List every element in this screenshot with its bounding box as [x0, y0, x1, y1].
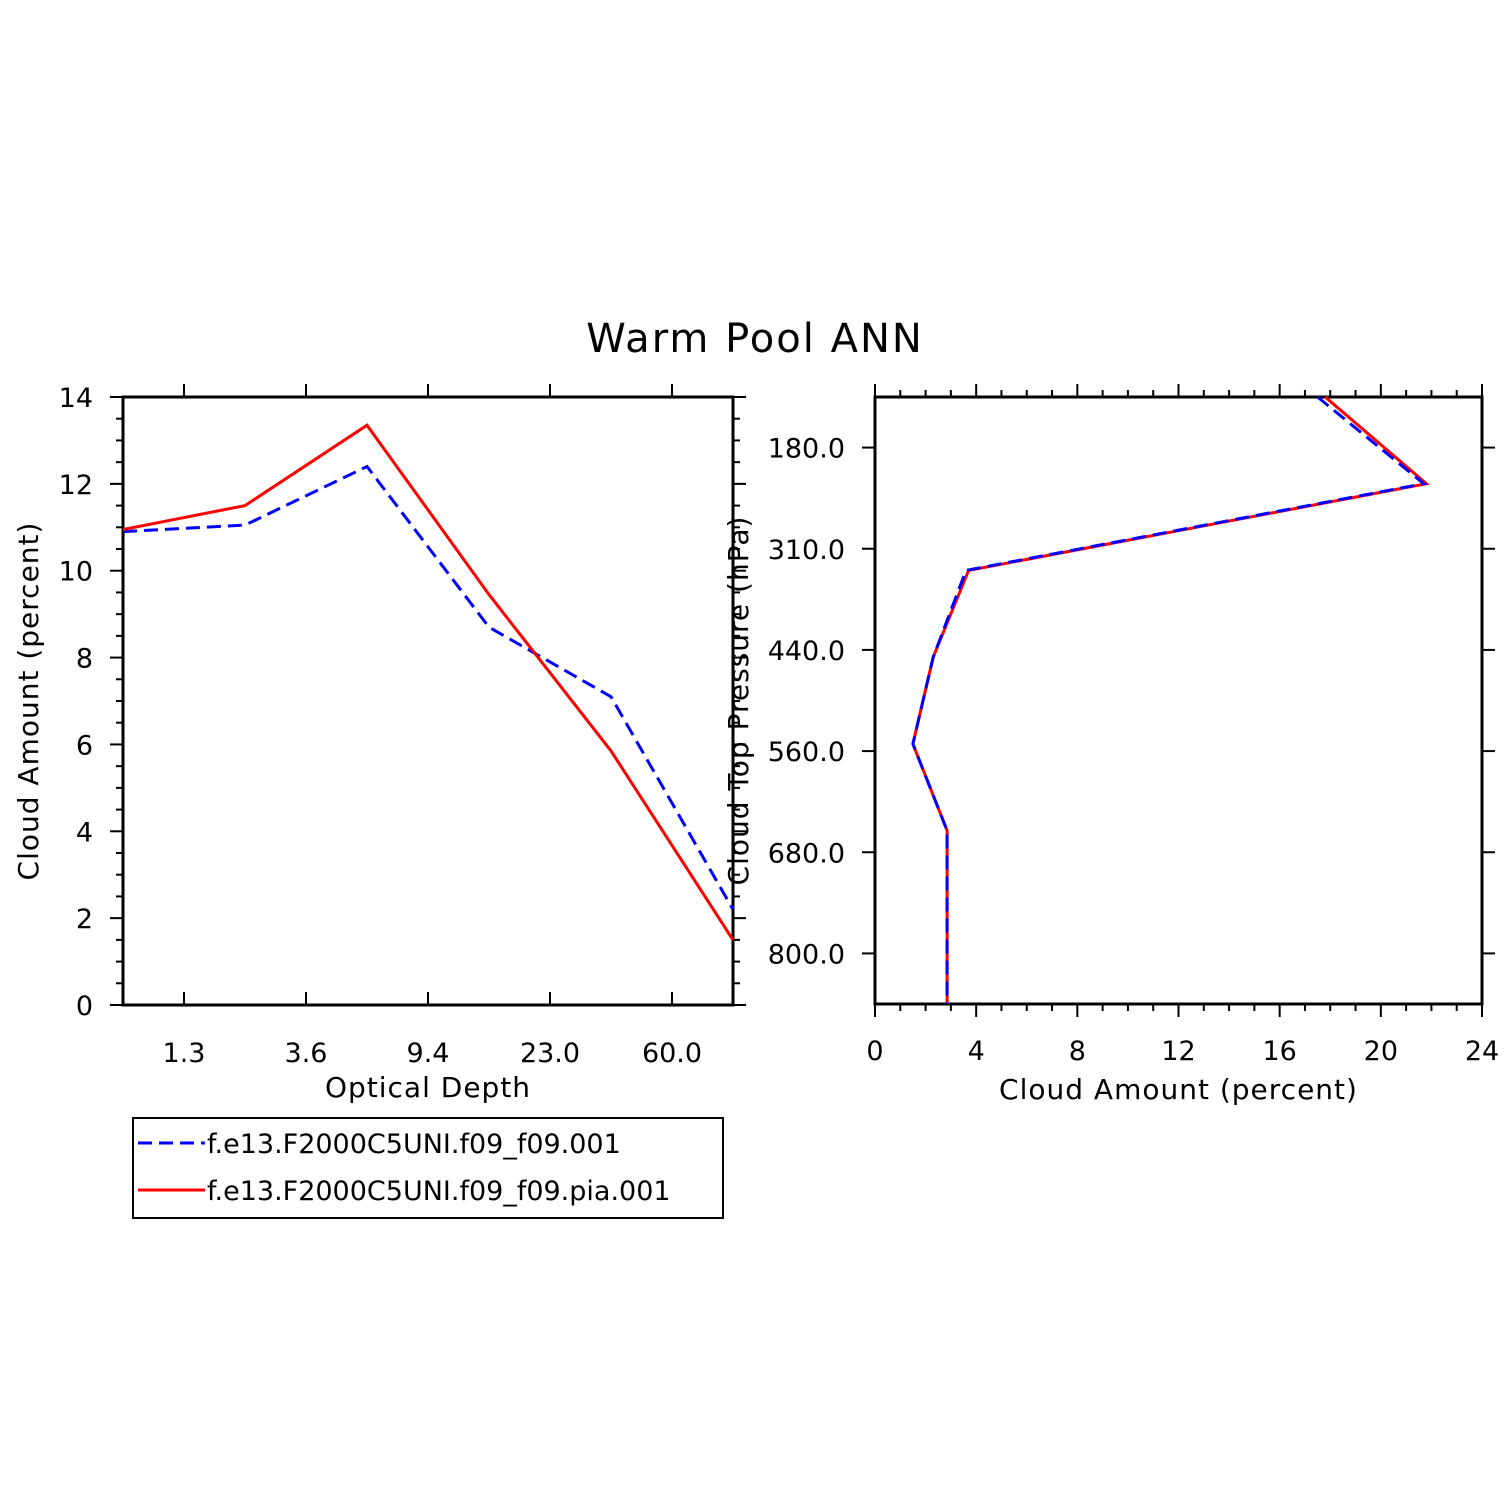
left-series-line-1: [122, 464, 735, 911]
legend: f.e13.F2000C5UNI.f09_f09.001 f.e13.F2000…: [132, 1117, 724, 1219]
right-plot-frame: [873, 395, 1484, 1006]
left-xtick-label: 60.0: [642, 1038, 702, 1069]
left-ytick-label: 12: [59, 470, 93, 501]
right-xtick-label: 0: [866, 1036, 883, 1067]
right-ytick-label: 310.0: [768, 535, 845, 566]
left-ytick-label: 8: [76, 644, 93, 675]
left-ytick-label: 10: [59, 557, 93, 588]
left-x-axis-label: Optical Depth: [325, 1071, 531, 1104]
chart-title: Warm Pool ANN: [586, 316, 924, 362]
right-ytick-label: 440.0: [768, 636, 845, 667]
left-ytick-label: 4: [76, 817, 93, 848]
left-series-line-2: [122, 423, 735, 941]
right-x-axis-label: Cloud Amount (percent): [999, 1073, 1358, 1106]
left-xtick-label: 1.3: [163, 1038, 206, 1069]
left-ytick-label: 6: [76, 730, 93, 761]
right-xtick-label: 16: [1262, 1036, 1296, 1067]
right-ytick-label: 680.0: [768, 838, 845, 869]
legend-label-series-2: f.e13.F2000C5UNI.f09_f09.pia.001: [207, 1176, 671, 1207]
right-series-line-2: [911, 395, 1430, 1004]
right-ytick-label: 180.0: [768, 434, 845, 465]
legend-box: [132, 1117, 724, 1219]
right-xtick-label: 4: [968, 1036, 985, 1067]
right-ytick-label: 800.0: [768, 939, 845, 970]
left-xtick-label: 3.6: [285, 1038, 328, 1069]
left-panel-optical-depth: 0 2 4 6 8 10 12 14 1.3 3.6 9.4 23.0 60.0 Optical Dept…: [12, 383, 746, 1104]
right-series-line-1: [911, 395, 1428, 1004]
left-ytick-label: 0: [76, 991, 93, 1022]
left-xtick-label: 9.4: [407, 1038, 450, 1069]
right-xtick-label: 24: [1465, 1036, 1499, 1067]
legend-label-series-1: f.e13.F2000C5UNI.f09_f09.001: [207, 1129, 621, 1160]
right-y-axis-label: Cloud Top Pressure (hPa): [722, 516, 755, 886]
left-y-axis-label: Cloud Amount (percent): [12, 522, 45, 881]
left-plot-frame: [121, 395, 735, 1007]
right-panel-pressure: 0 4 8 12 16 20 24 180.0 310.0 440.0 560.0 680.0 800.…: [722, 384, 1499, 1106]
right-xtick-label: 8: [1069, 1036, 1086, 1067]
left-xtick-label: 23.0: [520, 1038, 580, 1069]
right-xtick-label: 12: [1161, 1036, 1195, 1067]
right-ytick-label: 560.0: [768, 737, 845, 768]
left-ytick-label: 14: [59, 383, 93, 414]
right-xtick-label: 20: [1364, 1036, 1398, 1067]
left-ytick-label: 2: [76, 904, 93, 935]
